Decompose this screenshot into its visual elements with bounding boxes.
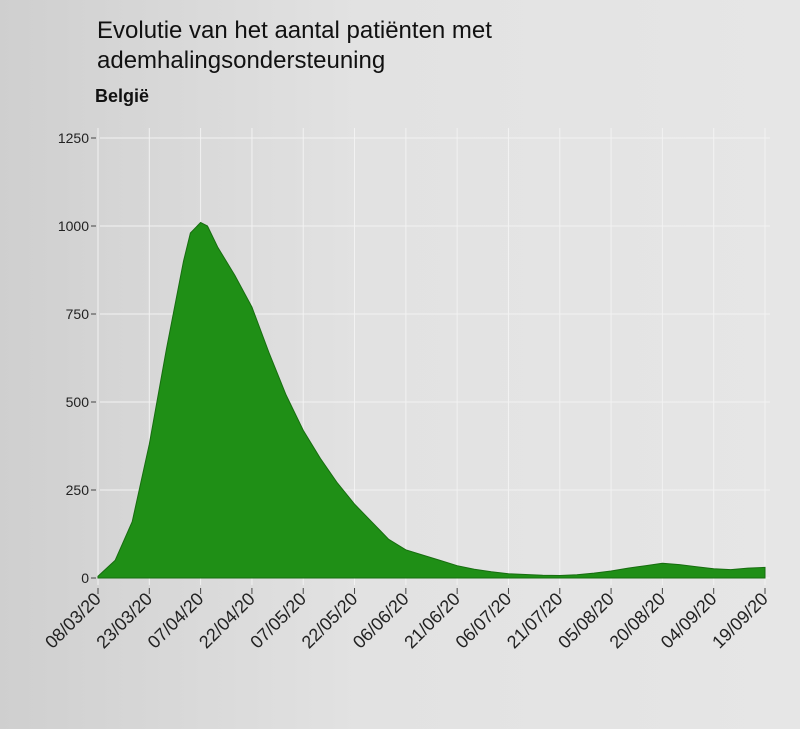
x-tick-label-2: 07/04/20 <box>144 589 208 653</box>
y-tick-label-1: 250 <box>66 482 90 498</box>
x-tick-label-0: 08/03/20 <box>41 589 105 653</box>
chart-subtitle: België <box>95 86 150 106</box>
x-tick-label-1: 23/03/20 <box>92 589 156 653</box>
x-tick-label-7: 21/06/20 <box>400 589 464 653</box>
y-tick-label-0: 0 <box>81 570 89 586</box>
chart-title: Evolutie van het aantal patiënten met ad… <box>97 17 492 74</box>
y-tick-label-4: 1000 <box>58 218 89 234</box>
x-tick-label-12: 04/09/20 <box>657 589 721 653</box>
x-tick-label-10: 05/08/20 <box>554 589 618 653</box>
x-tick-label-8: 06/07/20 <box>452 589 516 653</box>
y-tick-label-3: 750 <box>66 306 90 322</box>
x-tick-label-13: 19/09/20 <box>708 589 772 653</box>
x-tick-label-6: 06/06/20 <box>349 589 413 653</box>
y-tick-label-2: 500 <box>66 394 90 410</box>
x-tick-label-4: 07/05/20 <box>246 589 310 653</box>
x-tick-label-9: 21/07/20 <box>503 589 567 653</box>
x-tick-label-11: 20/08/20 <box>606 589 670 653</box>
y-tick-label-5: 1250 <box>58 130 89 146</box>
x-tick-label-3: 22/04/20 <box>195 589 259 653</box>
series-area <box>97 221 766 579</box>
x-tick-label-5: 22/05/20 <box>298 589 362 653</box>
